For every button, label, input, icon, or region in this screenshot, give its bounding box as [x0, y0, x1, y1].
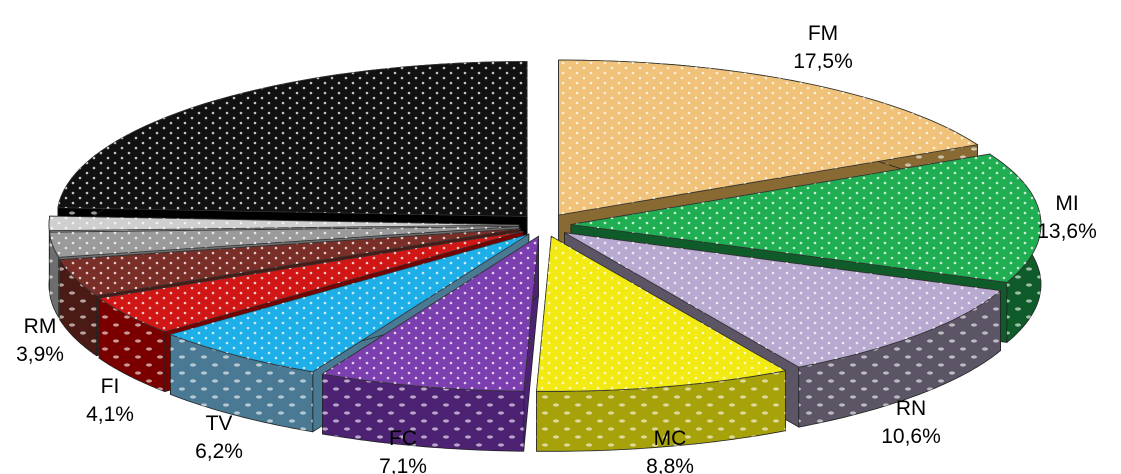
- slice-label-rm: RM: [24, 315, 57, 338]
- slice-side-pattern-7: [59, 259, 97, 356]
- slice-value-fc: 7,1%: [379, 455, 427, 474]
- slice-pattern-0: [558, 60, 978, 216]
- slice-label-fc: FC: [389, 427, 417, 450]
- slice-pattern-4: [322, 236, 539, 392]
- slice-labels: FM 17,5% MI 13,6% RN 10,6% MC 8,8% FC 7,1% TV 6,2% F…: [16, 22, 1097, 474]
- slice-label-fi: FI: [101, 375, 120, 398]
- slice-label-tv: TV: [206, 412, 233, 435]
- slice-label-rn: RN: [896, 397, 926, 420]
- slice-value-tv: 6,2%: [195, 440, 243, 463]
- slice-value-rm: 3,9%: [16, 343, 64, 366]
- slice-value-rn: 10,6%: [881, 425, 941, 448]
- slice-value-fi: 4,1%: [86, 403, 134, 426]
- slice-pattern-7: [59, 228, 521, 296]
- slice-value-mc: 8,8%: [646, 455, 694, 474]
- slice-value-mi: 13,6%: [1037, 220, 1097, 243]
- slice-value-fm: 17,5%: [793, 50, 853, 73]
- slice-side-pattern-2: [798, 290, 1001, 428]
- slice-side-pattern-6: [99, 298, 165, 392]
- slice-pattern-5: [170, 234, 529, 372]
- slice-label-fm: FM: [808, 22, 838, 45]
- slice-pattern-10: [57, 61, 528, 217]
- slice-label-mc: MC: [654, 427, 687, 450]
- slice-side-pattern-5: [170, 334, 313, 432]
- slice-side-pattern-4: [322, 374, 524, 452]
- slice-pattern-2: [564, 232, 1001, 368]
- slice-pattern-3: [536, 236, 786, 392]
- slice-pattern-8: [49, 226, 520, 258]
- slice-pattern-1: [570, 154, 1041, 283]
- slice-pattern-6: [99, 231, 524, 332]
- slice-label-mi: MI: [1055, 192, 1078, 215]
- slice-pattern-9: [49, 216, 520, 231]
- slice-tops: [48, 59, 1042, 392]
